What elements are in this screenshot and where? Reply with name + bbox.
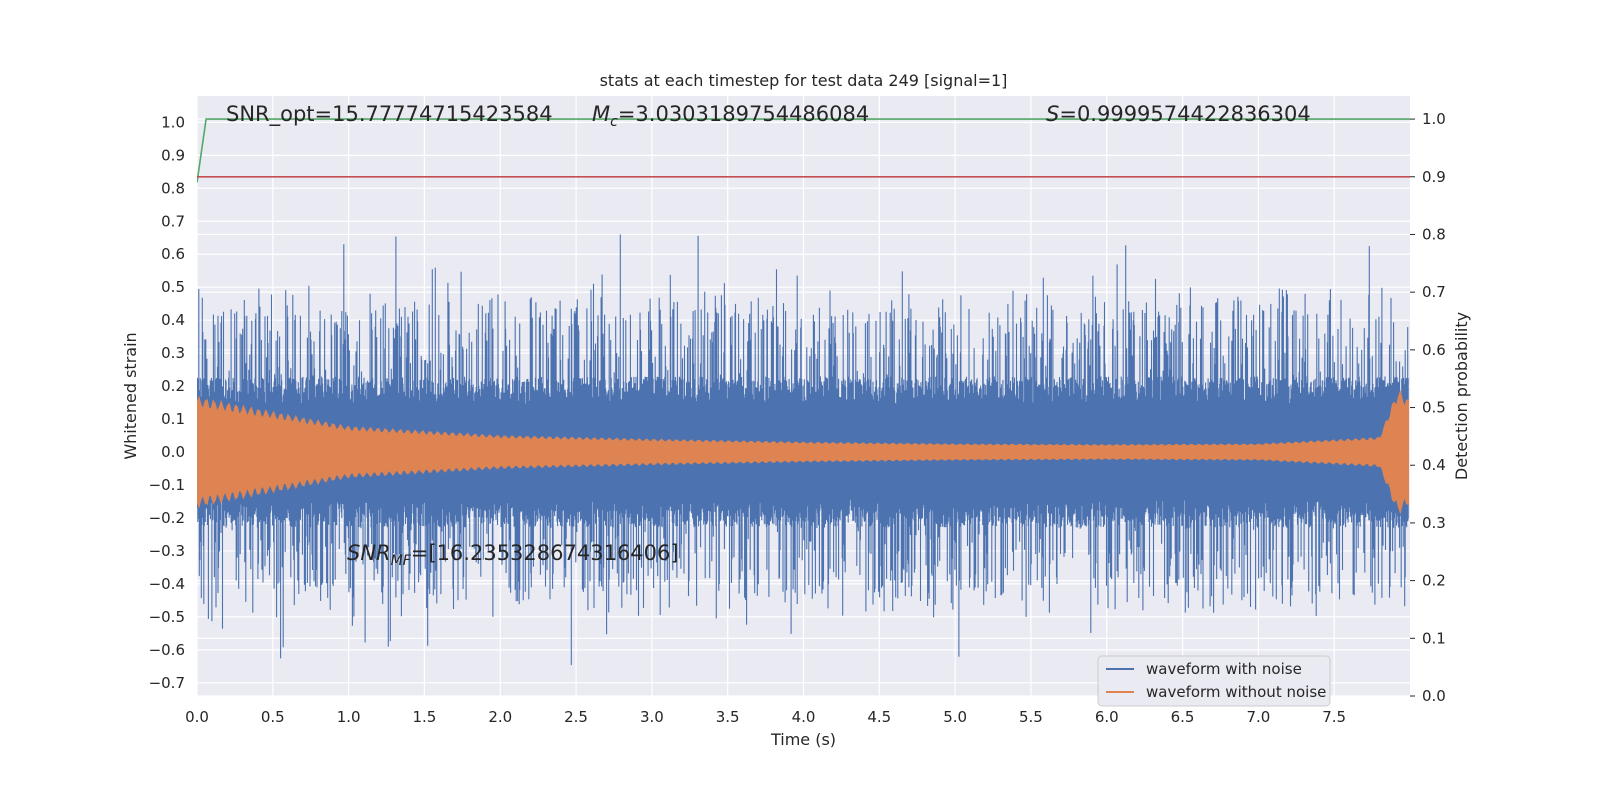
x-tick-label: 0.0 — [185, 708, 209, 726]
y-right-tick-label: 0.4 — [1422, 456, 1446, 474]
y-left-tick-label: −0.4 — [149, 575, 185, 593]
annotation-snr-mf: SNRMF=[16.235328674316406] — [347, 541, 679, 569]
y-right-tick-label: 0.6 — [1422, 341, 1446, 359]
y-left-tick-label: 0.5 — [161, 278, 185, 296]
x-tick-label: 4.5 — [867, 708, 891, 726]
chart-title: stats at each timestep for test data 249… — [600, 71, 1008, 90]
x-tick-label: 3.0 — [640, 708, 664, 726]
y-axis-left-ticks: 1.0 0.9 0.8 0.7 0.6 0.5 0.4 0.3 0.2 0.1 0.0 −0.1 −0.… — [149, 113, 185, 691]
y-left-tick-label: 1.0 — [161, 113, 185, 131]
y-left-tick-label: 0.2 — [161, 377, 185, 395]
y-left-tick-label: 0.4 — [161, 311, 185, 329]
y-left-tick-label: 0.3 — [161, 344, 185, 362]
y-left-tick-label: 0.9 — [161, 146, 185, 164]
x-tick-label: 3.5 — [716, 708, 740, 726]
y-left-tick-label: −0.3 — [149, 542, 185, 560]
y-left-tick-label: 0.6 — [161, 245, 185, 263]
y-axis-right-ticks: 1.0 0.9 0.8 0.7 0.6 0.5 0.4 0.3 0.2 0.1 0.0 — [1410, 110, 1446, 705]
x-axis-ticks: 0.0 0.5 1.0 1.5 2.0 2.5 3.0 3.5 4.0 4.5 5.0 5.5 6.0 6… — [185, 708, 1346, 726]
x-tick-label: 2.5 — [564, 708, 588, 726]
y-right-tick-label: 0.3 — [1422, 514, 1446, 532]
y-right-tick-label: 0.8 — [1422, 225, 1446, 243]
legend: waveform with noise waveform without noi… — [1097, 655, 1331, 707]
x-tick-label: 7.5 — [1322, 708, 1346, 726]
y-right-tick-label: 1.0 — [1422, 110, 1446, 128]
series-waveform-without-noise — [197, 389, 1409, 515]
x-axis-label: Time (s) — [770, 730, 836, 749]
x-tick-label: 5.0 — [943, 708, 967, 726]
series-detection-probability — [197, 118, 1410, 183]
x-tick-label: 0.5 — [261, 708, 285, 726]
y-right-tick-label: 0.9 — [1422, 168, 1446, 186]
x-tick-label: 7.0 — [1246, 708, 1270, 726]
y-left-tick-label: 0.1 — [161, 410, 185, 428]
legend-label-clean: waveform without noise — [1146, 683, 1326, 701]
y-left-tick-label: 0.7 — [161, 212, 185, 230]
x-tick-label: 6.5 — [1171, 708, 1195, 726]
y-right-tick-label: 0.2 — [1422, 572, 1446, 590]
y-right-tick-label: 0.0 — [1422, 687, 1446, 705]
y-left-tick-label: 0.8 — [161, 179, 185, 197]
y-left-tick-label: 0.0 — [161, 443, 185, 461]
y-left-tick-label: −0.7 — [149, 674, 185, 692]
legend-box — [1097, 655, 1331, 707]
x-tick-label: 4.0 — [792, 708, 816, 726]
x-tick-label: 1.0 — [337, 708, 361, 726]
annotation-s: S=0.9999574422836304 — [1046, 102, 1311, 126]
y-right-tick-label: 0.7 — [1422, 283, 1446, 301]
y-axis-left-label: Whitened strain — [121, 332, 140, 459]
x-tick-label: 6.0 — [1095, 708, 1119, 726]
y-left-tick-label: −0.2 — [149, 509, 185, 527]
y-left-tick-label: −0.1 — [149, 476, 185, 494]
y-left-tick-label: −0.5 — [149, 608, 185, 626]
y-left-tick-label: −0.6 — [149, 641, 185, 659]
annotation-snr-opt: SNR_opt=15.77774715423584 — [226, 102, 553, 127]
x-tick-label: 2.0 — [488, 708, 512, 726]
annotation-chirp-mass: Mc=3.0303189754486084 — [592, 102, 869, 130]
x-tick-label: 5.5 — [1019, 708, 1043, 726]
y-right-tick-label: 0.1 — [1422, 629, 1446, 647]
legend-label-noise: waveform with noise — [1146, 660, 1302, 678]
y-right-tick-label: 0.5 — [1422, 399, 1446, 417]
y-axis-right-label: Detection probability — [1452, 312, 1471, 480]
x-tick-label: 1.5 — [413, 708, 437, 726]
